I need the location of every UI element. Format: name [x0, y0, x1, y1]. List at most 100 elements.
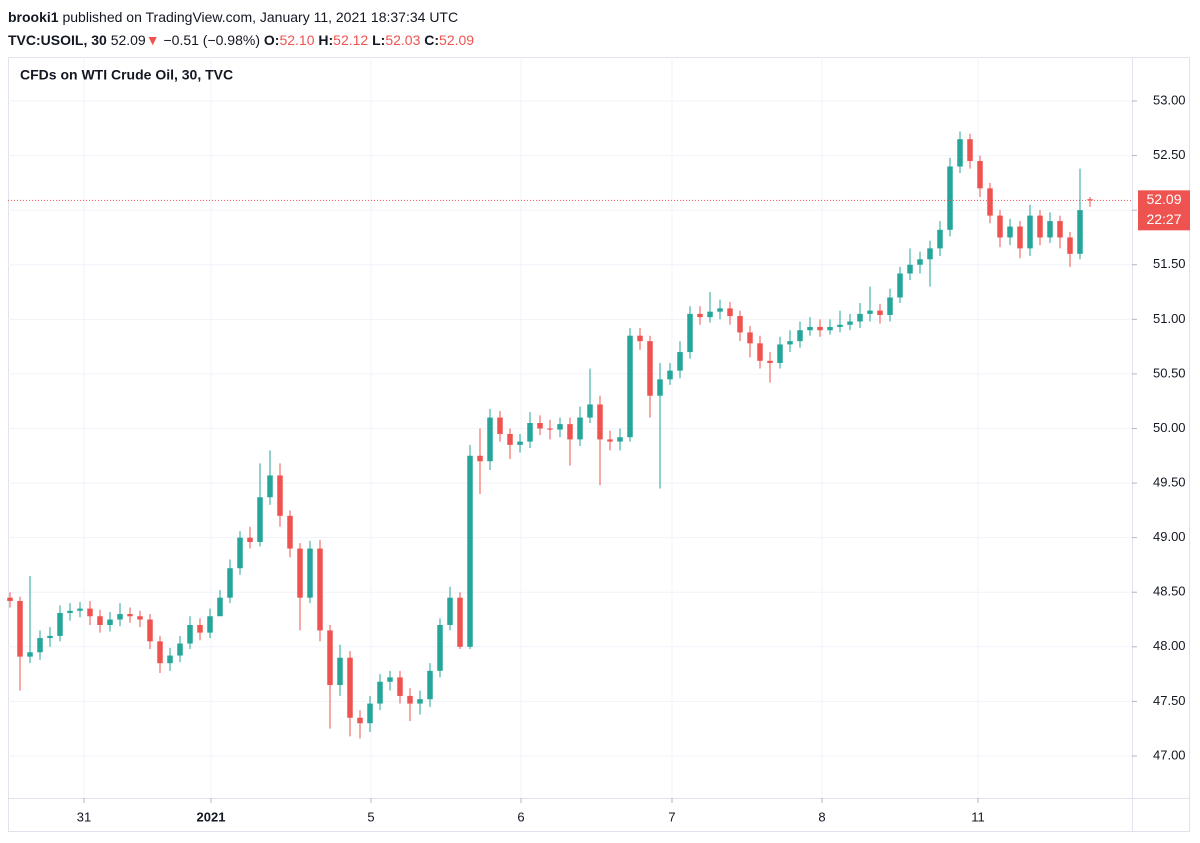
candle-body — [517, 441, 523, 445]
y-tick-label: 49.50 — [1153, 475, 1186, 490]
quote-line: TVC:USOIL, 30 52.09▼ −0.51 (−0.98%) O:52… — [8, 29, 474, 52]
candle-body — [507, 433, 513, 445]
candle-body — [487, 417, 493, 462]
y-tick-label: 50.50 — [1153, 365, 1186, 380]
candle-body — [97, 616, 103, 625]
candle-body — [177, 643, 183, 656]
candle-body — [327, 630, 333, 686]
candle-body — [267, 475, 273, 498]
candle-body — [437, 624, 443, 671]
ohlc-key: O: — [263, 32, 280, 48]
last-price-box — [1138, 190, 1190, 231]
y-tick-label: 47.00 — [1153, 747, 1186, 762]
candle-body — [717, 308, 723, 312]
candle-body — [17, 600, 23, 657]
publish-line: brooki1 published on TradingView.com, Ja… — [8, 6, 474, 29]
candle-body — [287, 515, 293, 549]
candle-body — [387, 677, 393, 682]
candle-body — [797, 330, 803, 342]
candle-body — [647, 341, 653, 396]
candle-body — [477, 455, 483, 462]
candle-body — [567, 424, 573, 440]
last-price-label: 52.09 — [1146, 191, 1181, 207]
change: −0.51 (−0.98%) — [163, 32, 260, 48]
candle-body — [37, 638, 43, 653]
candle-body — [967, 139, 973, 162]
candle-body — [667, 370, 673, 380]
candle-body — [557, 424, 563, 430]
candle-body — [317, 548, 323, 631]
candle-body — [697, 313, 703, 318]
symbol: TVC:USOIL, 30 — [8, 32, 107, 48]
candle-body — [157, 641, 163, 664]
candle-body — [997, 215, 1003, 238]
candle-body — [607, 439, 613, 442]
candle-body — [947, 166, 953, 230]
ohlc-key: H: — [318, 32, 334, 48]
candle-body — [957, 139, 963, 167]
grid — [8, 57, 1132, 798]
y-tick-label: 50.00 — [1153, 420, 1186, 435]
candle-body — [237, 537, 243, 569]
candle-body — [897, 273, 903, 298]
candle-body — [917, 259, 923, 265]
x-tick-label: 5 — [367, 809, 374, 824]
candle-body — [777, 344, 783, 363]
candle-body — [537, 423, 543, 429]
candle-body — [307, 548, 313, 598]
x-tick-label: 8 — [818, 809, 825, 824]
candle-body — [147, 619, 153, 642]
x-tick-label: 6 — [517, 809, 524, 824]
price: 52.09 — [110, 32, 146, 48]
candle-body — [7, 597, 13, 601]
author: brooki1 — [8, 9, 59, 25]
arrow: ▼ — [145, 32, 160, 48]
candle-body — [727, 308, 733, 317]
ohlc-key: L: — [372, 32, 386, 48]
candle-body — [67, 610, 73, 613]
candle-body — [397, 677, 403, 696]
candle-body — [257, 497, 263, 543]
x-tick-label: 31 — [77, 809, 91, 824]
candle-body — [207, 616, 213, 633]
candle-body — [197, 624, 203, 633]
candle-body — [377, 681, 383, 704]
candle-body — [427, 670, 433, 700]
candle-body — [867, 310, 873, 314]
header: brooki1 published on TradingView.com, Ja… — [8, 6, 474, 52]
candle-body — [747, 332, 753, 344]
y-tick-label: 48.50 — [1153, 584, 1186, 599]
x-tick-label: 2021 — [197, 809, 226, 824]
y-tick-label: 51.00 — [1153, 311, 1186, 326]
candle-body — [227, 568, 233, 598]
y-tick-label: 48.00 — [1153, 638, 1186, 653]
candle-body — [587, 404, 593, 418]
candle-body — [1077, 210, 1083, 254]
x-tick-label: 11 — [971, 809, 985, 824]
candle-body — [247, 537, 253, 543]
ohlc-value: 52.10 — [279, 32, 315, 48]
candle-body — [447, 597, 453, 625]
candle-body — [847, 321, 853, 325]
candle-body — [277, 475, 283, 516]
candle-body — [787, 341, 793, 345]
candle-body — [1057, 221, 1063, 238]
candle-body — [1017, 226, 1023, 249]
candle-body — [837, 324, 843, 327]
candle-body — [907, 264, 913, 274]
candle-body — [117, 614, 123, 620]
candle-body — [367, 703, 373, 724]
candle-body — [807, 326, 813, 331]
candle-body — [737, 316, 743, 333]
candle-body — [577, 417, 583, 440]
y-tick-label: 52.50 — [1153, 147, 1186, 162]
candle-body — [187, 624, 193, 644]
candle-body — [887, 297, 893, 315]
ohlc-value: 52.09 — [439, 32, 475, 48]
candle-body — [1047, 221, 1053, 238]
candle-body — [407, 695, 413, 704]
candle-body — [1067, 237, 1073, 254]
candle-body — [167, 655, 173, 664]
candle-body — [877, 310, 883, 315]
candle-body — [107, 619, 113, 625]
